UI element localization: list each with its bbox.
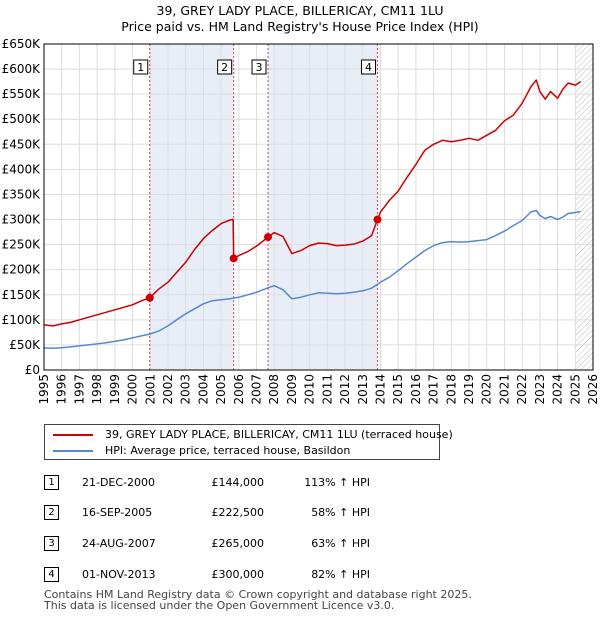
x-tick-label: 1995 bbox=[37, 374, 51, 405]
x-tick-label: 2024 bbox=[551, 374, 565, 405]
sale-row: 4 01-NOV-2013 £300,000 82% ↑ HPI bbox=[44, 565, 444, 585]
sale-hpi-change: 63% ↑ HPI bbox=[311, 537, 370, 550]
sale-hpi-change: 82% ↑ HPI bbox=[311, 568, 370, 581]
plot-frame bbox=[43, 43, 594, 371]
price-chart: 1 2 3 4 £0 £50K £100K £150K £200K £250K £300K £350… bbox=[2, 37, 600, 405]
x-tick-label: 1997 bbox=[72, 374, 86, 405]
x-tick-label: 2017 bbox=[427, 374, 441, 405]
x-tick-label: 1999 bbox=[108, 374, 122, 405]
legend-label-property: 39, GREY LADY PLACE, BILLERICAY, CM11 1L… bbox=[105, 428, 453, 441]
title-address: 39, GREY LADY PLACE, BILLERICAY, CM11 1L… bbox=[156, 3, 444, 18]
sale-marker-label: 1 bbox=[137, 61, 144, 74]
sale-row: 3 24-AUG-2007 £265,000 63% ↑ HPI bbox=[44, 534, 444, 554]
x-tick-label: 2026 bbox=[586, 374, 600, 405]
sale-number-badge: 1 bbox=[44, 475, 59, 490]
x-tick-label: 2003 bbox=[179, 374, 193, 405]
sale-hpi-change: 58% ↑ HPI bbox=[311, 506, 370, 519]
x-tick-label: 2023 bbox=[533, 374, 547, 405]
sale-date: 21-DEC-2000 bbox=[82, 476, 156, 489]
x-tick-label: 2021 bbox=[497, 374, 511, 405]
y-tick-label: £250K bbox=[2, 238, 42, 252]
sale-price: £222,500 bbox=[211, 506, 265, 519]
sale-marker-label: 4 bbox=[365, 61, 372, 74]
sale-marker-label: 2 bbox=[221, 61, 228, 74]
sale-marker-box bbox=[360, 59, 376, 75]
y-tick-label: £0 bbox=[25, 363, 40, 377]
title-subtitle: Price paid vs. HM Land Registry's House … bbox=[121, 19, 479, 34]
sale-marker-box bbox=[217, 59, 233, 75]
sale-marker-box bbox=[251, 59, 267, 75]
legend-item-property: 39, GREY LADY PLACE, BILLERICAY, CM11 1L… bbox=[53, 427, 453, 443]
legend-item-hpi: HPI: Average price, terraced house, Basi… bbox=[53, 443, 350, 459]
y-tick-label: £450K bbox=[2, 137, 42, 151]
forecast-hatch bbox=[575, 44, 593, 370]
sale-point bbox=[145, 293, 154, 302]
y-tick-label: £400K bbox=[2, 162, 42, 176]
sale-date: 24-AUG-2007 bbox=[82, 537, 156, 550]
hpi-line bbox=[43, 209, 581, 349]
x-tick-label: 2008 bbox=[267, 374, 281, 405]
x-tick-label: 2011 bbox=[320, 374, 334, 405]
x-tick-label: 2006 bbox=[232, 374, 246, 405]
sale-hpi-change: 113% ↑ HPI bbox=[304, 476, 370, 489]
x-tick-label: 2001 bbox=[143, 374, 157, 405]
y-tick-label: £350K bbox=[2, 187, 42, 201]
x-tick-label: 2022 bbox=[515, 374, 529, 405]
x-tick-label: 2005 bbox=[214, 374, 228, 405]
property-price-line bbox=[43, 79, 582, 327]
sale-point bbox=[264, 233, 273, 242]
sale-row: 2 16-SEP-2005 £222,500 58% ↑ HPI bbox=[44, 503, 444, 523]
sale-date: 16-SEP-2005 bbox=[82, 506, 153, 519]
x-tick-label: 2009 bbox=[285, 374, 299, 405]
sale-row: 1 21-DEC-2000 £144,000 113% ↑ HPI bbox=[44, 473, 444, 493]
y-tick-label: £500K bbox=[2, 112, 42, 126]
sale-marker-box bbox=[133, 59, 149, 75]
x-tick-label: 2016 bbox=[409, 374, 423, 405]
ownership-shade bbox=[149, 44, 234, 370]
y-tick-label: £600K bbox=[2, 62, 42, 76]
x-tick-label: 2013 bbox=[356, 374, 370, 405]
footer-license: This data is licensed under the Open Gov… bbox=[44, 599, 395, 612]
sale-price: £300,000 bbox=[211, 568, 265, 581]
x-tick-label: 1996 bbox=[55, 374, 69, 405]
x-tick-label: 2010 bbox=[303, 374, 317, 405]
x-tick-label: 2020 bbox=[480, 374, 494, 405]
sale-point bbox=[229, 254, 238, 263]
ownership-shade bbox=[268, 44, 378, 370]
x-tick-label: 2019 bbox=[462, 374, 476, 405]
y-tick-label: £300K bbox=[2, 213, 42, 227]
attribution-footer: Contains HM Land Registry data © Crown c… bbox=[44, 589, 472, 611]
x-tick-label: 2002 bbox=[161, 374, 175, 405]
chart-title: 39, GREY LADY PLACE, BILLERICAY, CM11 1L… bbox=[0, 3, 600, 35]
y-tick-label: £200K bbox=[2, 263, 42, 277]
y-tick-label: £650K bbox=[2, 37, 42, 51]
x-tick-label: 2018 bbox=[444, 374, 458, 405]
chart-legend: 39, GREY LADY PLACE, BILLERICAY, CM11 1L… bbox=[44, 424, 453, 460]
legend-swatch-hpi bbox=[53, 450, 93, 452]
sale-date: 01-NOV-2013 bbox=[82, 568, 156, 581]
x-tick-label: 2015 bbox=[391, 374, 405, 405]
legend-label-hpi: HPI: Average price, terraced house, Basi… bbox=[105, 444, 351, 457]
x-tick-label: 2025 bbox=[568, 374, 582, 405]
y-tick-label: £50K bbox=[9, 338, 41, 352]
x-tick-label: 2007 bbox=[250, 374, 264, 405]
sale-point bbox=[373, 215, 382, 224]
x-tick-label: 2004 bbox=[196, 374, 210, 405]
x-tick-label: 1998 bbox=[90, 374, 104, 405]
sale-number-badge: 4 bbox=[44, 567, 59, 582]
x-tick-label: 2014 bbox=[373, 374, 387, 405]
x-tick-label: 2000 bbox=[126, 374, 140, 405]
sale-number-badge: 2 bbox=[44, 505, 59, 520]
sale-price: £144,000 bbox=[211, 476, 265, 489]
sale-price: £265,000 bbox=[211, 537, 265, 550]
x-tick-label: 2012 bbox=[338, 374, 352, 405]
sale-number-badge: 3 bbox=[44, 536, 59, 551]
y-tick-label: £550K bbox=[2, 87, 42, 101]
footer-copyright: Contains HM Land Registry data © Crown c… bbox=[44, 588, 472, 601]
sale-marker-label: 3 bbox=[256, 61, 263, 74]
legend-swatch-property bbox=[53, 434, 93, 436]
y-tick-label: £100K bbox=[2, 313, 42, 327]
y-tick-label: £150K bbox=[2, 288, 42, 302]
